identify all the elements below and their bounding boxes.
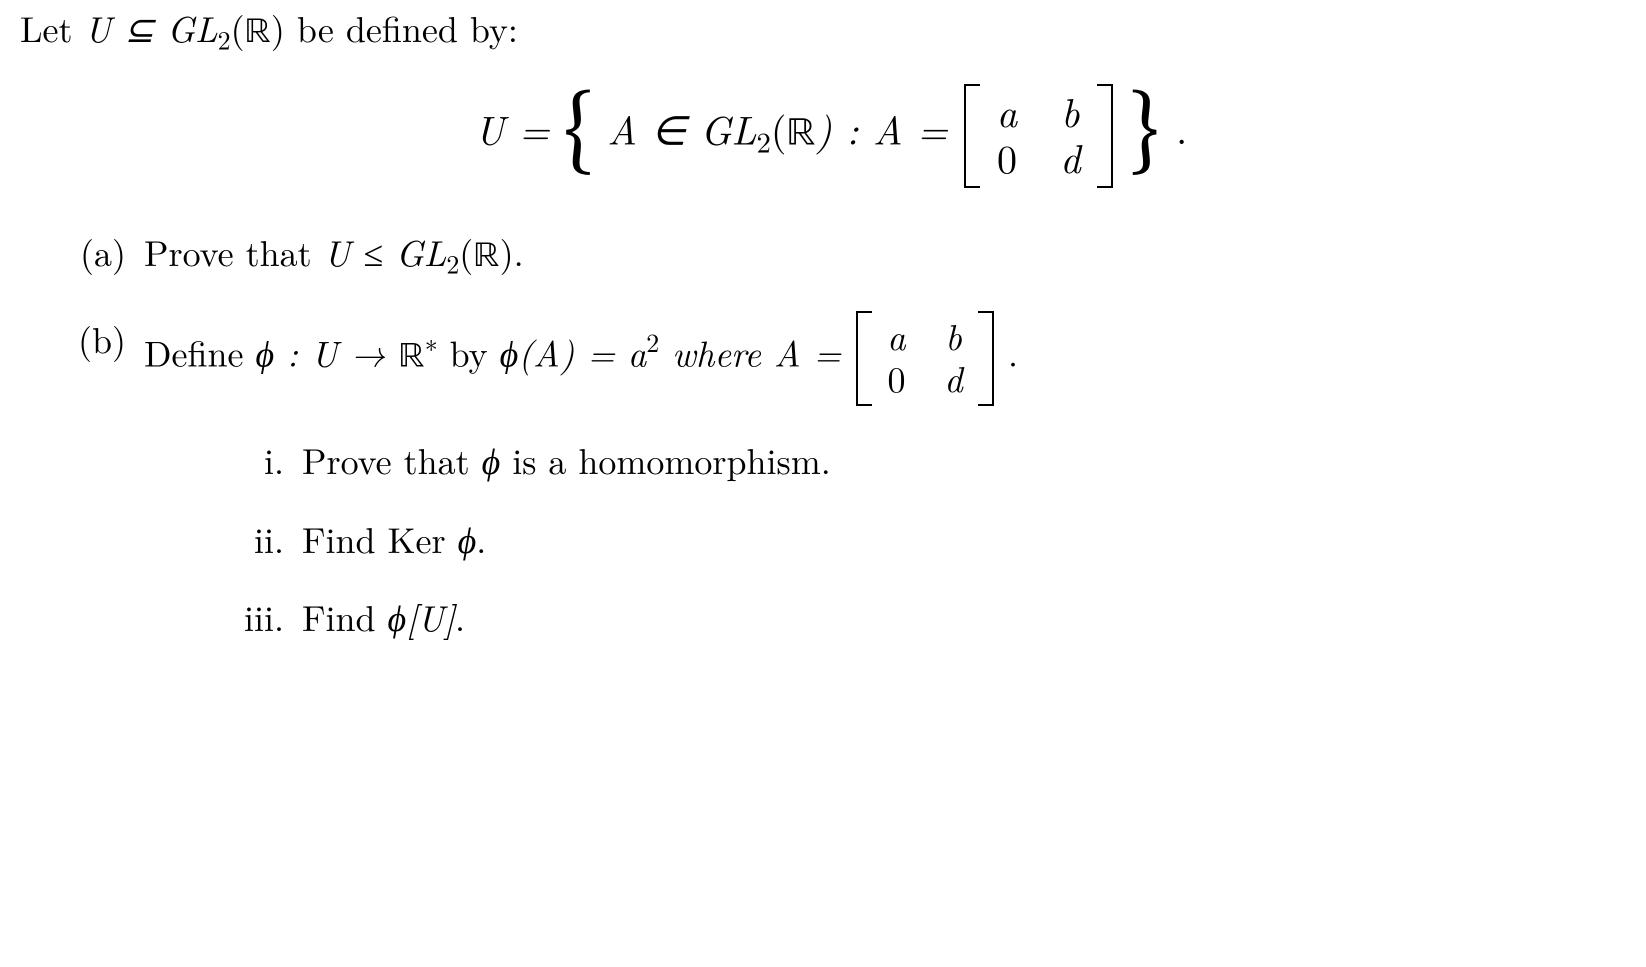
right-brace: } — [1129, 92, 1159, 175]
part-b-iii-label: iii. — [220, 593, 302, 642]
part-b-real-symbol: ℝ — [398, 339, 424, 375]
part-b-star: ∗ — [425, 323, 438, 360]
left-brace: { — [564, 92, 594, 175]
matrix-cell-21: 0 — [982, 134, 1032, 180]
part-b: (b) Define ϕ : U → ℝ∗ by ϕ(A) = a2 where… — [52, 315, 1646, 672]
part-b-matrix-left-bracket — [856, 311, 872, 406]
part-b-body: Define ϕ : U → ℝ∗ by ϕ(A) = a2 where A =… — [144, 315, 1646, 672]
part-b-ii-post: . — [476, 513, 486, 564]
display-matrix: a b 0 d — [964, 88, 1113, 184]
matrix-right-bracket — [1097, 84, 1113, 188]
display-colon-A-eq: ) : A = — [816, 99, 962, 156]
part-b-by: by — [438, 326, 500, 377]
part-b-iii: iii. Find ϕ[U]. — [220, 593, 1646, 642]
part-b-matrix-12: b — [931, 315, 976, 356]
intro-paren-open: ( — [231, 2, 245, 53]
intro-math-U: U ⊆ GL — [84, 2, 217, 53]
intro-suffix: be defined by: — [285, 2, 518, 53]
display-A-in-GL: A ∈ GL — [607, 99, 756, 156]
part-a-label: (a) — [52, 228, 144, 282]
part-b-ii-phi: ϕ — [458, 513, 477, 564]
part-b-iii-bracketU: [U] — [406, 591, 455, 642]
part-b-matrix-22: d — [931, 357, 976, 398]
part-b-iii-body: Find ϕ[U]. — [302, 593, 1646, 642]
part-a-subscript-2: 2 — [446, 244, 459, 281]
part-b-ii-label: ii. — [220, 515, 302, 564]
part-b-i-phi: ϕ — [482, 434, 501, 485]
part-b-sublist: i. Prove that ϕ is a homomorphism. ii. F… — [144, 436, 1646, 642]
matrix-cell-12: b — [1045, 88, 1095, 134]
part-a-math: U ≤ GL — [324, 226, 447, 277]
part-b-iii-pre: Find — [302, 591, 388, 642]
display-U-eq: U = — [475, 99, 564, 156]
part-a: (a) Prove that U ≤ GL2(ℝ). — [52, 228, 1646, 282]
part-b-matrix: a b 0 d — [856, 315, 994, 402]
part-b-i-body: Prove that ϕ is a homomorphism. — [302, 436, 1646, 485]
intro-real-symbol: ℝ — [245, 15, 271, 51]
part-a-body: Prove that U ≤ GL2(ℝ). — [144, 228, 1646, 282]
part-b-label: (b) — [52, 315, 144, 672]
part-b-square: 2 — [646, 323, 659, 360]
display-period: . — [1176, 99, 1187, 156]
display-paren-open: ( — [771, 99, 787, 156]
part-b-where: where A = — [659, 326, 854, 377]
part-b-matrix-right-bracket — [978, 311, 994, 406]
display-equation: U = { A ∈ GL2(ℝ) : A = a b 0 d } . — [20, 88, 1646, 184]
matrix-left-bracket — [964, 84, 980, 188]
part-b-ii-body: Find Ker ϕ. — [302, 515, 1646, 564]
part-b-iii-phi: ϕ — [388, 591, 407, 642]
part-b-matrix-11: a — [874, 315, 919, 356]
part-a-real-symbol: ℝ — [473, 239, 499, 275]
part-b-iii-post: . — [455, 591, 465, 642]
part-b-i-post: is a homomorphism. — [500, 434, 830, 485]
part-b-ii: ii. Find Ker ϕ. — [220, 515, 1646, 564]
part-a-close: ). — [500, 226, 524, 277]
part-b-define: Define — [144, 326, 256, 377]
math-problem-page: Let U ⊆ GL2(ℝ) be defined by: U = { A ∈ … — [0, 0, 1646, 672]
part-b-period: . — [1008, 326, 1018, 377]
matrix-cell-22: d — [1045, 134, 1095, 180]
part-b-i-label: i. — [220, 436, 302, 485]
intro-prefix: Let — [20, 2, 84, 53]
part-a-prefix: Prove that — [144, 226, 324, 277]
part-b-ii-pre: Find Ker — [302, 513, 458, 564]
part-b-phi-map: ϕ : U → — [256, 326, 399, 377]
intro-subscript-2: 2 — [218, 20, 231, 57]
part-b-phiA: ϕ(A) = a — [500, 326, 647, 377]
part-b-matrix-21: 0 — [874, 357, 919, 398]
matrix-cell-11: a — [982, 88, 1032, 134]
parts-list: (a) Prove that U ≤ GL2(ℝ). (b) Define ϕ … — [20, 228, 1646, 672]
intro-line: Let U ⊆ GL2(ℝ) be defined by: — [20, 4, 1646, 58]
part-b-i-pre: Prove that — [302, 434, 482, 485]
part-a-open: ( — [459, 226, 473, 277]
display-real-symbol: ℝ — [786, 114, 815, 154]
display-subscript-2: 2 — [757, 121, 771, 161]
part-b-i: i. Prove that ϕ is a homomorphism. — [220, 436, 1646, 485]
intro-paren-close: ) — [271, 2, 285, 53]
